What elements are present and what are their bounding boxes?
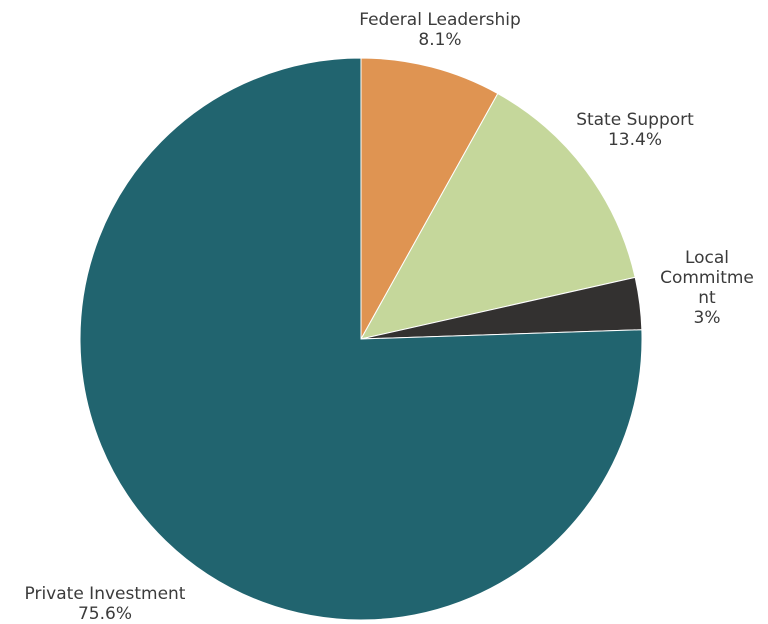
slice-name-text: State Support <box>576 110 694 130</box>
slice-name-text: Local <box>685 248 729 268</box>
pie-slice-federal-leadership <box>360 57 499 341</box>
pie-slice-private-investment <box>79 57 643 621</box>
slice-name-text: Federal Leadership <box>359 10 521 30</box>
slice-value-text: 8.1% <box>418 30 461 50</box>
pie-slice-state-support <box>360 92 636 340</box>
slice-value-text: 3% <box>694 308 721 328</box>
slice-name-text: Commitme <box>660 268 754 288</box>
slice-name-text: Private Investment <box>25 584 186 604</box>
slice-value-text: 13.4% <box>608 130 662 150</box>
pie-slices <box>79 57 643 621</box>
slice-value-text: 75.6% <box>78 604 132 624</box>
slice-name-text: nt <box>698 288 716 308</box>
